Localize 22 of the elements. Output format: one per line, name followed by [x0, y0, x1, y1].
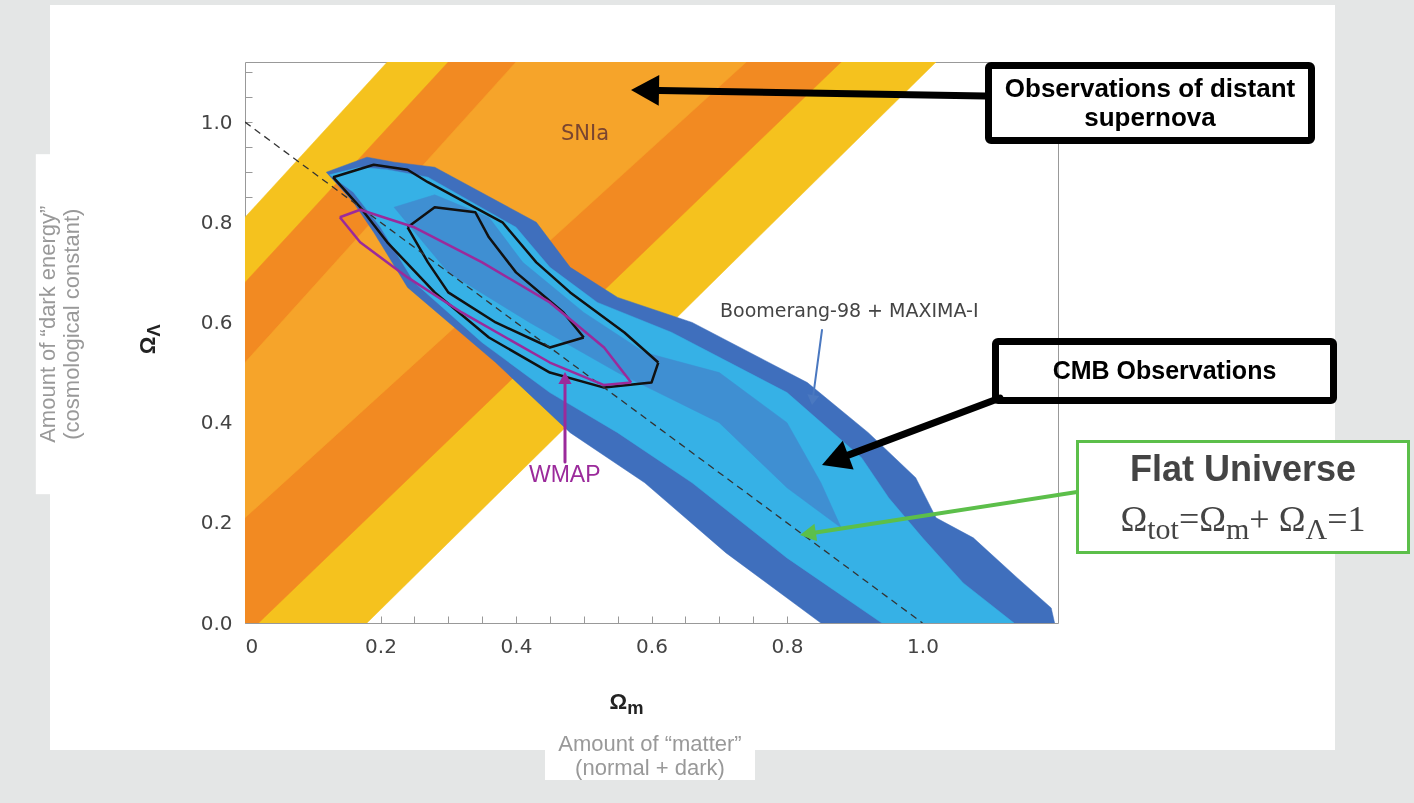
x-tick-label: 1.0: [907, 633, 939, 658]
y-tick-label: 0.8: [200, 209, 233, 234]
text: Flat Universe: [1129, 448, 1357, 489]
annotation: SNIa: [561, 120, 610, 145]
x-tick-label: 0: [245, 633, 259, 658]
annotation: Observations of distant supernova: [985, 62, 1315, 144]
y-tick-label: 0.2: [200, 510, 233, 535]
y-tick-label: 1.0: [200, 109, 233, 134]
y-tick-label: 0.6: [200, 309, 233, 334]
y-tick-label: 0.4: [200, 410, 233, 435]
x-tick-label: 0.6: [636, 633, 668, 658]
text: Ω$_{tot}$=Ω$_{m}$+ Ω$_{Λ}$=1: [1119, 499, 1367, 546]
text: Amount of “matter” (normal + dark): [545, 731, 755, 781]
x-tick-label: 0.8: [771, 633, 804, 658]
text: Amount of “dark energy” (cosmological constant): [34, 154, 85, 495]
x-tick-label: 0.4: [500, 633, 533, 658]
annotation: CMB Observations: [992, 338, 1337, 404]
x-tick-label: 0.2: [365, 633, 397, 658]
y-tick-label: 0.0: [200, 610, 233, 635]
annotation: WMAP: [529, 461, 601, 488]
annotation: Boomerang-98 + MAXIMA-I: [720, 299, 979, 321]
x-axis-title: Ω$_{m}$: [609, 689, 644, 719]
